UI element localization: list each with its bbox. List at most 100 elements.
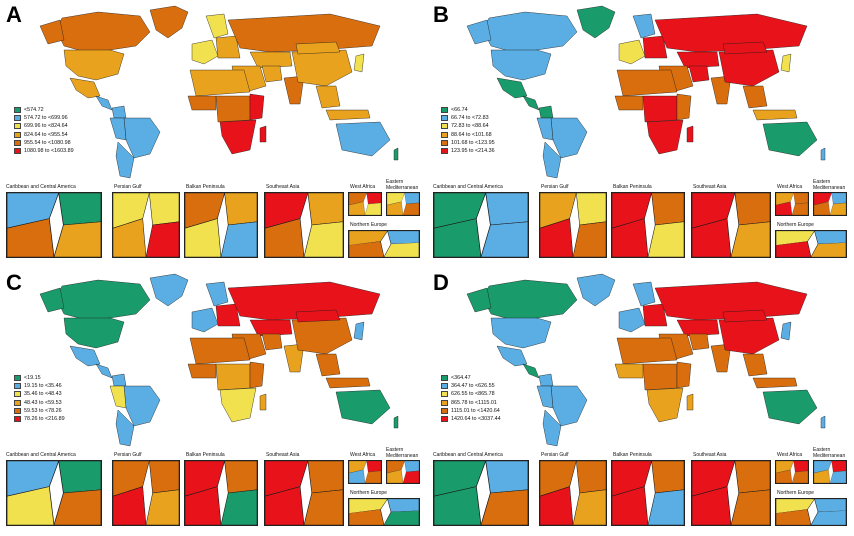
region-nz [393, 147, 399, 161]
legend-item: 78.26 to <216.89 [14, 415, 65, 423]
region-canada [482, 279, 578, 321]
inset-title-westafrica: West Africa [350, 184, 376, 190]
legend-item: <574.72 [14, 106, 74, 114]
region-australia [335, 121, 391, 157]
legend-item: 88.64 to <101.68 [441, 131, 495, 139]
inset-region [734, 461, 770, 494]
legend-item: 101.68 to <123.95 [441, 139, 495, 147]
inset-title-balkan: Balkan Peninsula [613, 452, 652, 458]
inset-region [303, 489, 343, 525]
inset-region [383, 242, 419, 257]
region-scand [632, 13, 656, 39]
inset-title-caribbean: Caribbean and Central America [433, 184, 503, 190]
legend-swatch [441, 399, 448, 406]
region-indon [325, 377, 371, 389]
region-wafrica [187, 95, 217, 111]
inset-region [366, 193, 381, 205]
legend-swatch [441, 375, 448, 382]
inset-map-westafrica [775, 192, 809, 216]
region-indon [752, 377, 798, 389]
region-japan [780, 53, 792, 73]
legend-label: 364.47 to <626.55 [451, 383, 495, 390]
inset-map-eastmed [813, 192, 847, 216]
region-russia [227, 281, 381, 321]
region-brazil [123, 117, 161, 159]
legend-item: 72.83 to <88.64 [441, 122, 495, 130]
inset-map-westafrica [348, 192, 382, 216]
inset-region [387, 469, 404, 483]
region-central [95, 363, 113, 379]
world-map [39, 273, 399, 447]
inset-title-gulf: Persian Gulf [541, 184, 569, 190]
inset-region [829, 202, 846, 215]
panel-c: C <19.15 19.15 to <35.46 35.46 to <48.43 48… [0, 268, 427, 536]
inset-title-northeurope: Northern Europe [777, 490, 814, 496]
region-seasia [742, 353, 768, 377]
inset-title-northeurope: Northern Europe [350, 222, 387, 228]
region-madag [686, 393, 694, 411]
legend-label: <66.74 [451, 107, 468, 113]
inset-region [307, 193, 343, 226]
region-canada [55, 11, 151, 53]
region-iran [688, 65, 710, 83]
inset-region [776, 201, 793, 215]
inset-map-westafrica [348, 460, 382, 484]
inset-title-balkan: Balkan Peninsula [613, 184, 652, 190]
region-mongolia [722, 309, 768, 323]
inset-region [145, 221, 179, 257]
legend: <364.47 364.47 to <626.55 626.55 to <865.7… [441, 374, 501, 423]
inset-region [349, 201, 366, 215]
legend-label: 626.55 to <865.78 [451, 391, 495, 398]
inset-map-balkan [184, 460, 258, 526]
region-madag [259, 125, 267, 143]
inset-region [776, 241, 812, 257]
legend-swatch [14, 123, 21, 130]
panel-a: A <574.72 574.72 to <699.96 699.96 to <824… [0, 0, 427, 268]
region-china [718, 49, 780, 87]
legend-item: 48.43 to <59.53 [14, 399, 65, 407]
region-westEU [618, 39, 646, 65]
region-greenland [149, 5, 189, 39]
region-eafrica [676, 361, 692, 389]
inset-region [58, 461, 101, 494]
region-australia [335, 389, 391, 425]
region-safrica [646, 119, 684, 155]
inset-title-eastmed: Eastern Mediterranean [386, 179, 419, 191]
inset-region [576, 461, 606, 494]
region-madag [686, 125, 694, 143]
legend-label: 699.96 to <824.64 [24, 123, 68, 130]
inset-region [434, 486, 482, 525]
inset-region [402, 202, 419, 215]
legend-item: 35.46 to <48.43 [14, 390, 65, 398]
legend-item: 824.64 to <955.54 [14, 131, 74, 139]
region-argentina [542, 409, 562, 447]
inset-map-gulf [112, 192, 180, 258]
region-china [718, 317, 780, 355]
region-mexico [496, 345, 528, 367]
legend-label: 1080.98 to <1603.89 [24, 147, 74, 154]
inset-title-balkan: Balkan Peninsula [186, 452, 225, 458]
legend-item: 574.72 to <699.96 [14, 114, 74, 122]
world-map [39, 5, 399, 179]
inset-region [53, 489, 101, 525]
legend-label: 865.78 to <1115.01 [451, 399, 497, 406]
region-colombia [111, 373, 127, 387]
legend: <19.15 19.15 to <35.46 35.46 to <48.43 48.4… [14, 374, 65, 423]
region-brazil [550, 385, 588, 427]
inset-region [791, 202, 808, 215]
legend-swatch [14, 391, 21, 398]
world-map [466, 5, 826, 179]
region-usa [63, 49, 125, 81]
inset-region [791, 470, 808, 483]
region-scand [632, 281, 656, 307]
inset-region [185, 218, 222, 257]
region-usa [490, 49, 552, 81]
inset-region [220, 489, 257, 525]
inset-region [540, 218, 574, 257]
inset-title-northeurope: Northern Europe [350, 490, 387, 496]
legend-label: 1115.01 to <1420.64 [451, 407, 500, 414]
inset-region [814, 201, 831, 215]
region-russia [654, 13, 808, 53]
region-seasia [315, 353, 341, 377]
region-westEU [191, 39, 219, 65]
